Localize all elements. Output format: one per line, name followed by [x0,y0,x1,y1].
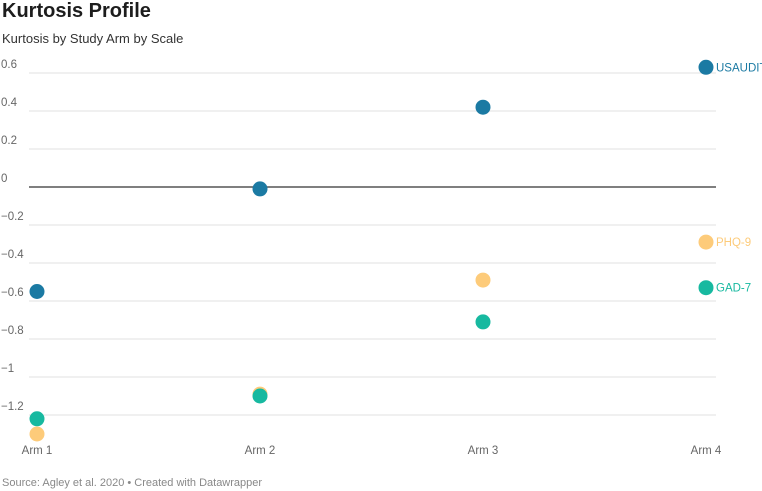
x-axis-ticks: Arm 1 Arm 2 Arm 3 Arm 4 [22,445,722,457]
y-tick-label: 0.6 [1,59,17,71]
data-point-phq-9 [475,272,491,288]
chart-subtitle: Kurtosis by Study Arm by Scale [2,31,184,46]
x-tick-label: Arm 2 [245,445,276,457]
data-point-gad-7 [29,411,45,427]
y-tick-label: −0.6 [1,287,24,299]
data-point-usaudit [698,59,714,75]
chart-title: Kurtosis Profile [2,0,151,22]
data-points [29,59,714,442]
data-point-phq-9 [698,234,714,250]
y-tick-label: 0 [1,173,7,185]
data-point-phq-9 [29,426,45,442]
y-tick-label: −1.2 [1,401,24,413]
x-tick-label: Arm 3 [468,445,499,457]
x-tick-label: Arm 4 [691,445,722,457]
source-note: Source: Agley et al. 2020 • Created with… [2,477,263,489]
series-label-usaudit: USAUDIT [716,62,762,74]
gridlines [29,72,716,416]
data-point-usaudit [29,284,45,299]
y-tick-label: −0.8 [1,325,24,337]
series-label-gad-7: GAD-7 [716,283,751,295]
y-tick-label: −0.2 [1,211,24,223]
data-point-gad-7 [475,314,491,330]
data-point-usaudit [475,99,491,115]
data-point-gad-7 [252,388,268,404]
y-tick-label: −0.4 [1,249,24,261]
y-tick-label: 0.2 [1,135,17,147]
data-point-gad-7 [698,280,714,296]
y-axis-ticks: 0.6 0.4 0.2 0 −0.2 −0.4 −0.6 −0.8 −1 −1.2 [1,59,24,413]
y-tick-label: −1 [1,363,14,375]
x-tick-label: Arm 1 [22,445,53,457]
y-tick-label: 0.4 [1,97,18,109]
data-point-usaudit [252,181,268,197]
series-labels: USAUDIT PHQ-9 GAD-7 [716,62,762,294]
series-label-phq-9: PHQ-9 [716,237,751,249]
